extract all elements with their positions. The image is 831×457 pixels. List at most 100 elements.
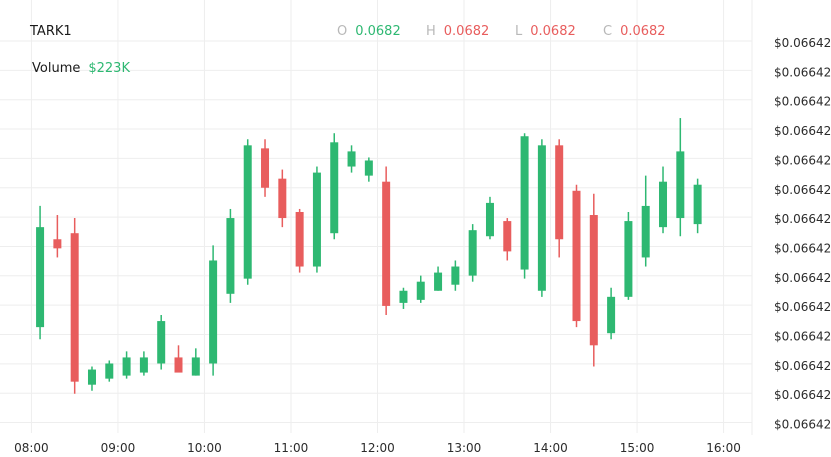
candle-body <box>53 239 62 249</box>
ohlc-high: H 0.0682 <box>426 24 489 39</box>
time-tick-label: 10:00 <box>187 441 222 455</box>
candle[interactable] <box>364 157 373 182</box>
symbol-label: TARK1 <box>30 24 72 39</box>
candle-body <box>434 272 443 291</box>
candle-body <box>693 184 702 225</box>
ohlc-open: O 0.0682 <box>337 24 401 39</box>
candle-body <box>122 357 131 376</box>
ohlc-close: C 0.0682 <box>603 24 666 39</box>
candle[interactable] <box>589 193 598 367</box>
candle-body <box>572 190 581 322</box>
candle[interactable] <box>693 178 702 234</box>
time-tick-label: 09:00 <box>101 441 136 455</box>
time-tick-label: 12:00 <box>360 441 395 455</box>
candle[interactable] <box>53 215 62 258</box>
price-tick-label: $0.06642 <box>774 153 831 167</box>
candle-body <box>589 215 598 346</box>
candle[interactable] <box>624 211 633 300</box>
candle[interactable] <box>87 366 96 391</box>
volume-value: $223K <box>88 61 130 76</box>
candle-body <box>416 281 425 300</box>
candle[interactable] <box>139 351 148 376</box>
candle[interactable] <box>641 175 650 267</box>
candle-body <box>295 211 304 267</box>
candle[interactable] <box>243 139 252 285</box>
price-tick-label: $0.06642 <box>774 271 831 285</box>
candle[interactable] <box>537 139 546 297</box>
candle[interactable] <box>520 133 529 279</box>
candle[interactable] <box>261 139 270 197</box>
candle[interactable] <box>416 275 425 303</box>
candle-body <box>36 227 45 328</box>
candle[interactable] <box>226 208 235 303</box>
ohlc-low: L 0.0682 <box>515 24 576 39</box>
candle[interactable] <box>399 287 408 309</box>
candle-series <box>36 118 702 394</box>
candle[interactable] <box>572 184 581 328</box>
candle-body <box>641 205 650 258</box>
candle-body <box>624 221 633 297</box>
price-tick-label: $0.06642 <box>774 36 831 50</box>
price-axis: $0.06642 $0.06642 $0.06642 $0.06642 $0.06642… <box>774 36 831 432</box>
candle[interactable] <box>70 218 79 394</box>
candle[interactable] <box>191 348 200 376</box>
volume-readout: Volume $223K <box>32 61 130 76</box>
candle-body <box>676 151 685 219</box>
candle[interactable] <box>105 360 114 382</box>
candle[interactable] <box>209 245 218 376</box>
candle[interactable] <box>451 260 460 291</box>
price-tick-label: $0.06642 <box>774 359 831 373</box>
ohlc-high-key: H <box>426 24 436 39</box>
candle[interactable] <box>485 196 494 240</box>
candle-body <box>139 357 148 373</box>
ohlc-open-key: O <box>337 24 348 39</box>
ohlc-low-key: L <box>515 24 523 39</box>
candle-body <box>191 357 200 376</box>
candle[interactable] <box>607 287 616 340</box>
candle-body <box>364 160 373 176</box>
candle[interactable] <box>468 224 477 282</box>
volume-label: Volume <box>32 61 81 76</box>
price-tick-label: $0.06642 <box>774 388 831 402</box>
candle[interactable] <box>122 351 131 379</box>
time-tick-label: 16:00 <box>706 441 741 455</box>
candle-body <box>157 321 166 364</box>
candle[interactable] <box>555 139 564 258</box>
candle-body <box>347 151 356 167</box>
candle[interactable] <box>347 145 356 173</box>
candle-body <box>209 260 218 364</box>
candle[interactable] <box>330 133 339 240</box>
candle-body <box>278 178 287 219</box>
time-axis: 08:00 09:00 10:00 11:00 12:00 13:00 14:00 15:00… <box>14 441 741 455</box>
candle-body <box>243 145 252 279</box>
candle[interactable] <box>434 266 443 291</box>
candle-body <box>537 145 546 291</box>
candle[interactable] <box>312 166 321 273</box>
candle[interactable] <box>157 315 166 370</box>
price-tick-label: $0.06642 <box>774 124 831 138</box>
candle[interactable] <box>676 118 685 237</box>
price-tick-label: $0.06642 <box>774 330 831 344</box>
candle-body <box>607 296 616 334</box>
candle[interactable] <box>36 205 45 340</box>
candle[interactable] <box>659 166 668 234</box>
candle[interactable] <box>503 218 512 261</box>
time-tick-label: 08:00 <box>14 441 49 455</box>
candle[interactable] <box>382 166 391 316</box>
candle-body <box>520 136 529 270</box>
time-tick-label: 11:00 <box>274 441 309 455</box>
ohlc-close-value: 0.0682 <box>620 24 666 39</box>
candle-body <box>555 145 564 240</box>
price-tick-label: $0.06642 <box>774 212 831 226</box>
price-tick-label: $0.06642 <box>774 95 831 109</box>
candle[interactable] <box>295 208 304 273</box>
candle-body <box>659 181 668 228</box>
ohlc-open-value: 0.0682 <box>355 24 401 39</box>
ohlc-low-value: 0.0682 <box>530 24 576 39</box>
time-tick-label: 13:00 <box>447 441 482 455</box>
candle-body <box>503 221 512 252</box>
candle-body <box>399 290 408 303</box>
candle[interactable] <box>278 169 287 228</box>
candle[interactable] <box>174 345 183 373</box>
